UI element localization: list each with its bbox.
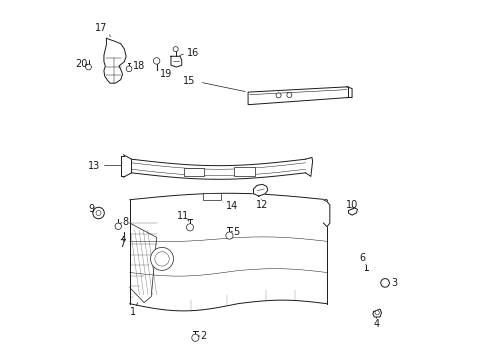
Circle shape xyxy=(115,223,121,229)
Text: 2: 2 xyxy=(201,331,206,341)
FancyBboxPatch shape xyxy=(233,167,255,176)
Text: 3: 3 xyxy=(390,278,396,288)
Circle shape xyxy=(380,279,388,287)
Circle shape xyxy=(93,207,104,219)
Polygon shape xyxy=(247,87,348,105)
Circle shape xyxy=(286,93,291,98)
Text: 11: 11 xyxy=(177,211,189,221)
Polygon shape xyxy=(253,184,267,196)
FancyBboxPatch shape xyxy=(184,168,203,176)
Circle shape xyxy=(153,58,160,64)
Circle shape xyxy=(276,93,281,98)
Text: 7: 7 xyxy=(119,239,125,249)
Text: 14: 14 xyxy=(225,201,238,211)
Text: 10: 10 xyxy=(345,200,358,210)
Circle shape xyxy=(96,211,101,216)
Polygon shape xyxy=(372,309,381,317)
Circle shape xyxy=(374,311,379,315)
Text: 8: 8 xyxy=(122,217,128,227)
Text: 12: 12 xyxy=(255,200,267,210)
Circle shape xyxy=(173,46,178,51)
Circle shape xyxy=(150,247,173,270)
Circle shape xyxy=(225,232,233,239)
Polygon shape xyxy=(323,200,329,226)
Circle shape xyxy=(126,66,132,72)
Text: 9: 9 xyxy=(88,204,94,215)
Text: 4: 4 xyxy=(373,319,379,329)
Polygon shape xyxy=(104,39,126,83)
Polygon shape xyxy=(171,56,182,67)
Polygon shape xyxy=(348,208,357,215)
Text: 20: 20 xyxy=(75,59,87,69)
Text: 16: 16 xyxy=(187,48,199,58)
Text: 15: 15 xyxy=(183,76,195,86)
Text: 1: 1 xyxy=(129,307,135,316)
Text: 5: 5 xyxy=(233,227,239,237)
Circle shape xyxy=(85,64,91,70)
Text: 13: 13 xyxy=(87,161,100,171)
Text: 18: 18 xyxy=(133,61,145,71)
Circle shape xyxy=(155,252,169,266)
Text: 6: 6 xyxy=(359,253,365,263)
Text: 19: 19 xyxy=(160,69,172,79)
FancyBboxPatch shape xyxy=(203,193,221,200)
Circle shape xyxy=(191,334,199,341)
Text: 17: 17 xyxy=(95,23,107,33)
Circle shape xyxy=(186,224,193,231)
